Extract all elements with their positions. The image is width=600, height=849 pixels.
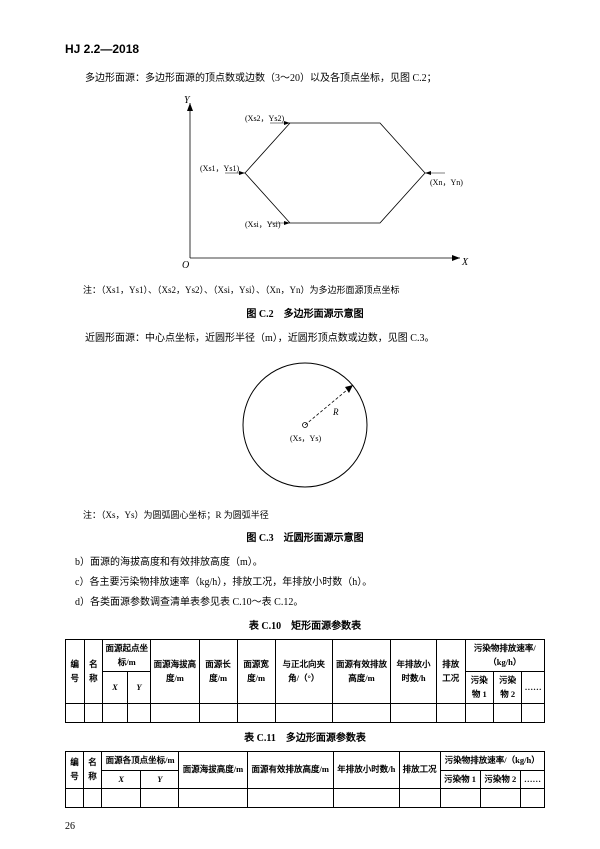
th-col8c: …… <box>520 770 544 789</box>
th-col4: 面源海拔高度/m <box>151 639 199 703</box>
th-col8b: 污染物 2 <box>480 770 520 789</box>
table-row <box>66 704 545 723</box>
th-col3b: Y <box>127 672 151 704</box>
th-col11a: 污染物 1 <box>465 672 493 704</box>
bullet-d: d）各类面源参数调查清单表参见表 C.10～表 C.12。 <box>65 595 545 611</box>
th-col11b: 污染物 2 <box>493 672 521 704</box>
vertex-label-s1: (Xs1，Ys1) <box>200 164 239 173</box>
th-col11c: …… <box>522 672 545 704</box>
th-col7: 与正北向夹角/（°） <box>275 639 332 703</box>
figure-c2: O X Y (Xs1，Ys1) (Xs2，Ys2) (Xsi，Ysi) (Xn，… <box>65 93 545 279</box>
th-col2: 名称 <box>84 639 103 703</box>
figure-c3: R (Xs，Ys) <box>65 353 545 504</box>
th-col11: 污染物排放速率/（kg/h） <box>465 639 544 671</box>
page-number: 26 <box>65 819 75 835</box>
polygon-intro-text: 多边形面源：多边形面源的顶点数或边数（3～20）以及各顶点坐标，见图 C.2； <box>65 71 545 87</box>
axis-x-label: X <box>461 257 469 268</box>
vertex-label-n: (Xn，Yn) <box>430 178 463 187</box>
figure-c3-svg: R (Xs，Ys) <box>205 353 405 498</box>
bullet-c: c）各主要污染物排放速率（kg/h），排放工况，年排放小时数（h）。 <box>65 575 545 591</box>
radius-label: R <box>332 407 339 417</box>
table-row <box>66 789 545 808</box>
vertex-label-s2: (Xs2，Ys2) <box>245 114 284 123</box>
figure-c3-note: 注：（Xs，Ys）为圆弧圆心坐标；R 为圆弧半径 <box>65 508 545 522</box>
document-code: HJ 2.2—2018 <box>65 40 545 59</box>
figure-c2-svg: O X Y (Xs1，Ys1) (Xs2，Ys2) (Xsi，Ysi) (Xn，… <box>140 93 470 273</box>
th-col5: 面源长度/m <box>199 639 237 703</box>
table-row: 编号 名称 面源起点坐标/m 面源海拔高度/m 面源长度/m 面源宽度/m 与正… <box>66 639 545 671</box>
th-col2: 名称 <box>84 751 102 788</box>
th-col10: 排放工况 <box>436 639 465 703</box>
th-col5: 面源有效排放高度/m <box>247 751 333 788</box>
table-c11: 编号 名称 面源各顶点坐标/m 面源海拔高度/m 面源有效排放高度/m 年排放小… <box>65 751 545 808</box>
th-col3: 面源起点坐标/m <box>103 639 151 671</box>
th-col1: 编号 <box>66 751 84 788</box>
th-col4: 面源海拔高度/m <box>179 751 247 788</box>
th-col8: 污染物排放速率/（kg/h） <box>440 751 545 770</box>
circle-intro-text: 近圆形面源：中心点坐标，近圆形半径（m），近圆形顶点数或边数，见图 C.3。 <box>65 331 545 347</box>
table-c10: 编号 名称 面源起点坐标/m 面源海拔高度/m 面源长度/m 面源宽度/m 与正… <box>65 639 545 723</box>
th-col6: 面源宽度/m <box>237 639 275 703</box>
th-col1: 编号 <box>66 639 85 703</box>
th-col3a: X <box>102 770 141 789</box>
figure-c2-caption: 图 C.2 多边形面源示意图 <box>65 307 545 323</box>
th-col9: 年排放小时数/h <box>391 639 437 703</box>
th-col8a: 污染物 1 <box>440 770 480 789</box>
th-col6: 年排放小时数/h <box>333 751 399 788</box>
th-col8: 面源有效排放高度/m <box>332 639 390 703</box>
th-col3a: X <box>103 672 128 704</box>
table-row: 编号 名称 面源各顶点坐标/m 面源海拔高度/m 面源有效排放高度/m 年排放小… <box>66 751 545 770</box>
vertex-label-si: (Xsi，Ysi) <box>245 220 281 229</box>
page: HJ 2.2—2018 多边形面源：多边形面源的顶点数或边数（3～20）以及各顶… <box>0 0 600 849</box>
th-col3: 面源各顶点坐标/m <box>102 751 179 770</box>
table-c11-caption: 表 C.11 多边形面源参数表 <box>65 731 545 747</box>
th-col3b: Y <box>141 770 179 789</box>
center-label: (Xs，Ys) <box>290 434 321 443</box>
bullet-b: b）面源的海拔高度和有效排放高度（m）。 <box>65 555 545 571</box>
axis-origin-label: O <box>182 260 189 271</box>
th-col7: 排放工况 <box>399 751 440 788</box>
figure-c3-caption: 图 C.3 近圆形面源示意图 <box>65 531 545 547</box>
figure-c2-note: 注：（Xs1，Ys1）、（Xs2，Ys2）、（Xsi，Ysi）、（Xn，Yn）为… <box>65 283 545 297</box>
table-c10-caption: 表 C.10 矩形面源参数表 <box>65 619 545 635</box>
